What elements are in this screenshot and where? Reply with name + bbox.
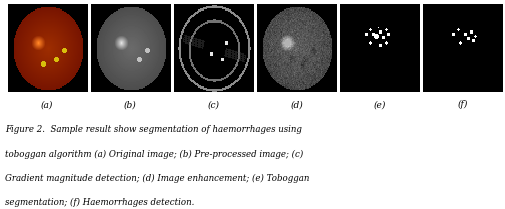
Text: segmentation; (f) Haemorrhages detection.: segmentation; (f) Haemorrhages detection… — [5, 198, 194, 207]
Text: toboggan algorithm (a) Original image; (b) Pre-processed image; (c): toboggan algorithm (a) Original image; (… — [5, 149, 304, 159]
Text: Figure 2.  Sample result show segmentation of haemorrhages using: Figure 2. Sample result show segmentatio… — [5, 125, 302, 134]
Text: (f): (f) — [458, 100, 468, 110]
Text: (a): (a) — [41, 100, 54, 109]
Text: (b): (b) — [124, 100, 137, 109]
Text: (c): (c) — [208, 100, 220, 109]
Text: (d): (d) — [290, 100, 303, 109]
Text: (e): (e) — [374, 100, 386, 109]
Text: Gradient magnitude detection; (d) Image enhancement; (e) Toboggan: Gradient magnitude detection; (d) Image … — [5, 173, 310, 183]
